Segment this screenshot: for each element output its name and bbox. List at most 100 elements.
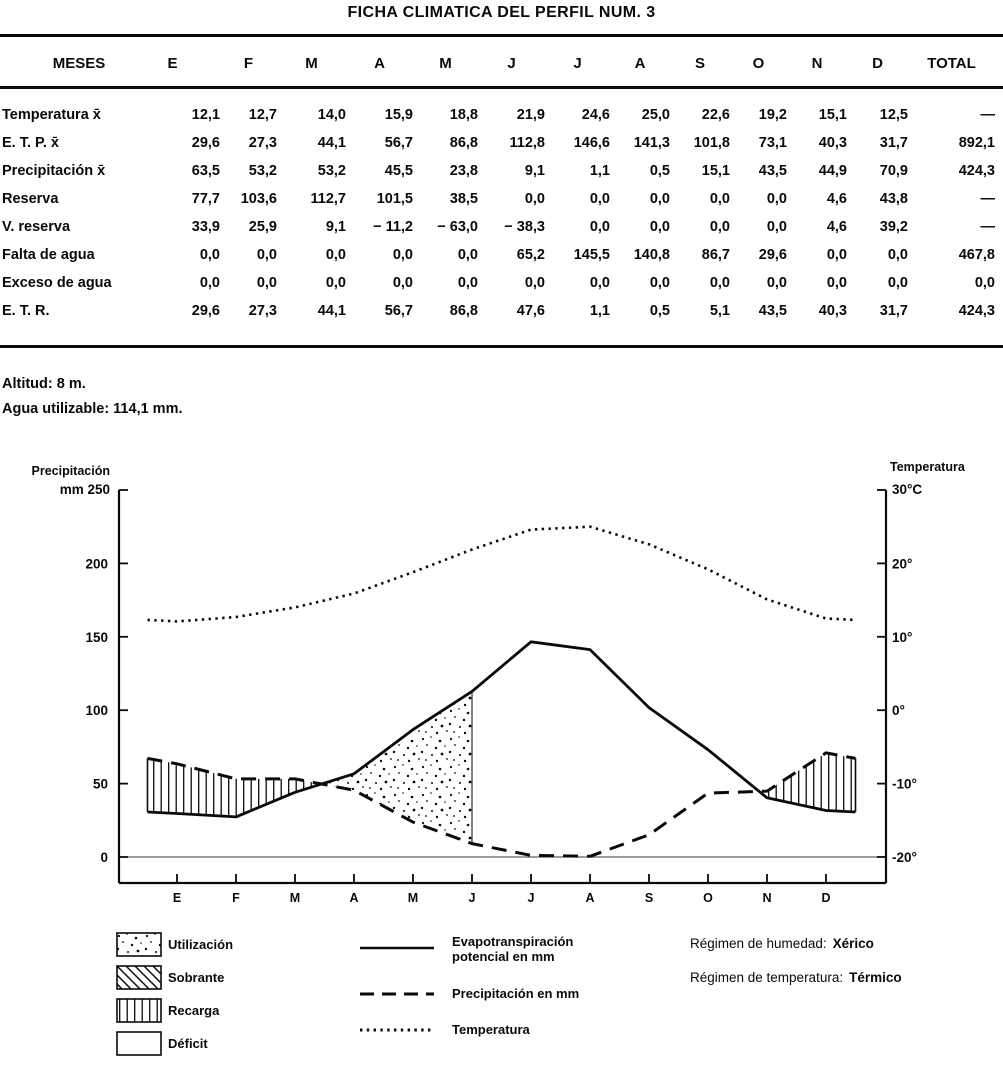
right-tick-label: -10° — [892, 777, 917, 792]
right-tick-label: 0° — [892, 703, 905, 718]
legend-line-item-dashed: Precipitación en mm — [358, 980, 579, 1016]
legend-line-samples: Evapotranspiración potencial en mm Precip… — [358, 934, 579, 1050]
table-row: V. reserva 33,9 25,9 9,1 − 11,2 − 63,0 − 38,3 0… — [0, 213, 995, 241]
area-recarga-right — [759, 752, 856, 812]
regime-humidity: Régimen de humedad: Xérico — [690, 936, 902, 951]
legend-area-label: Utilización — [168, 937, 234, 952]
table-cell: 12,1 — [191, 107, 220, 123]
table-cell: 146,6 — [573, 135, 610, 151]
table-cell: 24,6 — [581, 107, 610, 123]
vertical-swatch-icon — [116, 998, 162, 1023]
table-cell: 9,1 — [325, 219, 346, 235]
table-cell: 0,0 — [325, 247, 346, 263]
table-cell: 27,3 — [248, 135, 277, 151]
month-label: N — [762, 891, 771, 905]
table-cell: 15,1 — [818, 107, 847, 123]
column-header-9: S — [694, 54, 705, 72]
table-cell: 0,0 — [256, 275, 277, 291]
table-cell: — — [980, 107, 996, 123]
table-cell: 47,6 — [516, 303, 545, 319]
table-cell: 12,7 — [248, 107, 277, 123]
table-cell: 0,0 — [826, 275, 847, 291]
note-usable-water: Agua utilizable: 114,1 mm. — [2, 401, 183, 417]
table-cell: 33,9 — [191, 219, 220, 235]
legend-line-item-solid: Evapotranspiración potencial en mm — [358, 934, 579, 980]
month-label: A — [349, 891, 358, 905]
month-label: S — [645, 891, 653, 905]
solid-line-sample-icon — [360, 946, 434, 950]
table-cell: 65,2 — [516, 247, 545, 263]
table-cell: 31,7 — [879, 303, 908, 319]
table-cell: 53,2 — [317, 163, 346, 179]
table-cell: 0,0 — [766, 191, 787, 207]
table-cell: 19,2 — [758, 107, 787, 123]
column-header-12: D — [872, 54, 883, 72]
table-cell: 44,9 — [818, 163, 847, 179]
table-cell: 25,9 — [248, 219, 277, 235]
table-cell: 86,8 — [449, 135, 478, 151]
right-axis-unit-top-tick: 30°C — [892, 482, 922, 497]
table-cell: 0,0 — [457, 247, 478, 263]
table-row: E. T. R. 29,6 27,3 44,1 56,7 86,8 47,6 1,1 0,5 5,… — [0, 297, 995, 325]
column-header-8: A — [634, 54, 646, 72]
table-cell: 29,6 — [191, 303, 220, 319]
regime-temperature-label: Régimen de temperatura: — [690, 970, 844, 985]
table-cell: 77,7 — [191, 191, 220, 207]
row-label: Temperatura x̄ — [2, 107, 101, 123]
month-label: F — [232, 891, 240, 905]
table-cell: 0,0 — [589, 275, 610, 291]
table-cell: 53,2 — [248, 163, 277, 179]
table-cell: 0,0 — [649, 275, 670, 291]
left-tick-label: 200 — [85, 556, 108, 571]
row-label: E. T. P. x̄ — [2, 135, 59, 151]
legend-area-label: Sobrante — [168, 970, 225, 985]
table-cell: 0,0 — [709, 219, 730, 235]
right-tick-label: 20° — [892, 556, 912, 571]
page-title: FICHA CLIMATICA DEL PERFIL NUM. 3 — [347, 4, 656, 21]
table-cell: 0,0 — [649, 191, 670, 207]
legend-area-label: Recarga — [168, 1003, 220, 1018]
month-label: J — [469, 891, 476, 905]
table-cell: 103,6 — [240, 191, 277, 207]
regime-temperature-value: Térmico — [849, 970, 902, 985]
climograph-chart: 200 150 100 50 0 20° 10° 0° -10° -20° E F M A M J J A S O N D… — [0, 455, 1003, 925]
month-label: O — [703, 891, 713, 905]
table-cell: 18,8 — [449, 107, 478, 123]
legend-line-item-dotted: Temperatura — [358, 1016, 579, 1050]
climograph-svg: 200 150 100 50 0 20° 10° 0° -10° -20° E F M A M J J A S O N D… — [32, 460, 966, 905]
column-header-13: TOTAL — [927, 54, 976, 72]
etp-solid-line — [147, 640, 856, 819]
row-label: Exceso de agua — [2, 275, 112, 291]
precipitation-dashed-line — [147, 751, 856, 858]
table-cell: 0,0 — [589, 219, 610, 235]
table-cell: 0,0 — [199, 247, 220, 263]
column-header-7: J — [573, 54, 582, 72]
left-tick-label: 100 — [85, 703, 108, 718]
table-cell: 43,5 — [758, 163, 787, 179]
legend-line-label: Temperatura — [452, 1022, 530, 1037]
table-cell: 101,5 — [376, 191, 413, 207]
table-cell: 40,3 — [818, 135, 847, 151]
table-cell: − 63,0 — [437, 219, 478, 235]
left-tick-label: 0 — [100, 850, 108, 865]
table-cell: 40,3 — [818, 303, 847, 319]
table-cell: 21,9 — [516, 107, 545, 123]
table-cell: 45,5 — [384, 163, 413, 179]
table-cell: — — [980, 219, 996, 235]
area-recarga-left — [147, 758, 322, 817]
column-header-11: N — [811, 54, 823, 72]
diagonal-swatch-icon — [116, 965, 162, 990]
table-row: Exceso de agua 0,0 0,0 0,0 0,0 0,0 0,0 0,0 0,0 0,… — [0, 269, 995, 297]
row-label: Reserva — [2, 191, 59, 207]
left-axis-unit-top-tick: mm 250 — [60, 482, 110, 497]
row-label: Precipitación x̄ — [2, 163, 106, 179]
table-cell: 0,0 — [392, 247, 413, 263]
column-header-3: M — [305, 54, 318, 72]
table-cell: 0,5 — [649, 303, 670, 319]
table-cell: 31,7 — [879, 135, 908, 151]
table-cell: 0,0 — [887, 247, 908, 263]
table-cell: 4,6 — [826, 191, 847, 207]
left-tick-label: 150 — [85, 630, 108, 645]
column-header-10: O — [752, 54, 765, 72]
column-header-4: A — [374, 54, 385, 72]
